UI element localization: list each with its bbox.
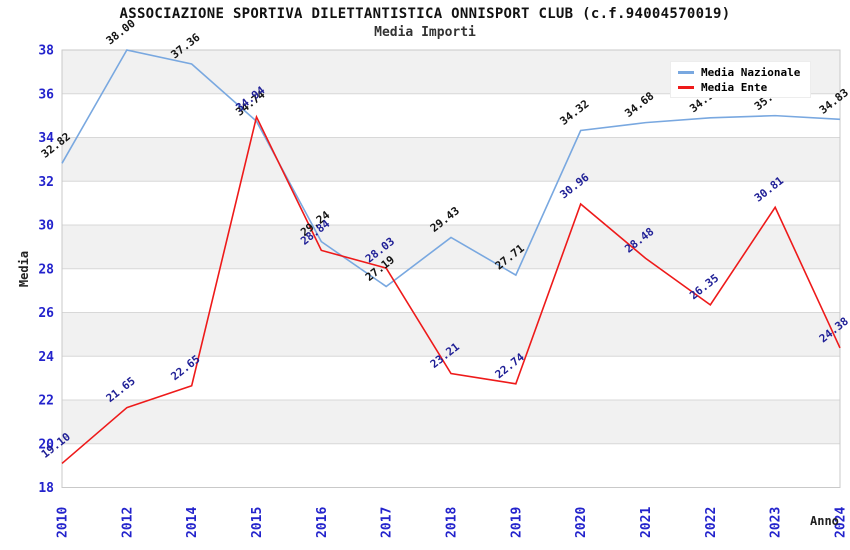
grid-band [62,225,840,269]
data-label-media-nazionale: 38.00 [104,17,138,48]
x-tick-label: 2014 [185,507,200,538]
plot-border [61,49,841,488]
legend-item-media-nazionale: Media Nazionale [678,65,810,80]
data-label-media-ente: 26.35 [687,272,721,303]
chart-subtitle: Media Importi [374,25,476,40]
x-tick-label: 2024 [834,507,849,538]
legend-label-ente: Media Ente [701,81,768,94]
series-line-media-nazionale [61,49,841,288]
y-tick-label: 24 [38,350,54,365]
y-tick-label: 34 [38,131,54,146]
grid-band [62,400,840,444]
y-tick-label: 36 [38,87,54,102]
y-tick-label: 26 [38,306,54,321]
y-tick-label: 38 [38,44,54,59]
series-line-media-ente [61,114,841,465]
x-tick-label: 2019 [509,507,524,538]
x-tick-label: 2017 [380,507,395,538]
chart-title: ASSOCIAZIONE SPORTIVA DILETTANTISTICA ON… [119,6,731,22]
y-axis-title: Media [17,250,32,288]
x-tick-label: 2020 [574,507,589,538]
y-tick-label: 28 [38,262,54,277]
y-tick-label: 18 [38,481,54,496]
legend-swatch-ente-icon [678,86,694,89]
x-tick-label: 2018 [445,507,460,538]
data-label-media-ente: 22.65 [169,353,203,384]
x-tick-label: 2012 [120,507,135,538]
grid-band [62,312,840,357]
y-tick-label: 22 [38,394,54,409]
legend-swatch-nazionale-icon [678,71,694,74]
data-label-media-ente: 19.10 [39,430,73,461]
x-tick-label: 2016 [315,507,330,538]
grid-band [62,137,840,182]
x-tick-label: 2010 [56,507,71,538]
y-tick-label: 20 [38,437,54,452]
legend: Media Nazionale Media Ente [670,61,811,98]
data-label-media-nazionale: 34.32 [558,97,592,128]
y-tick-label: 32 [38,175,54,190]
x-tick-label: 2021 [639,507,654,538]
x-tick-label: 2023 [769,507,784,538]
x-tick-label: 2022 [704,507,719,538]
x-axis-title: Anno [810,514,839,528]
legend-item-media-ente: Media Ente [678,80,810,95]
x-tick-label: 2015 [250,507,265,538]
legend-label-nazionale: Media Nazionale [701,66,801,79]
y-tick-label: 30 [38,219,54,234]
